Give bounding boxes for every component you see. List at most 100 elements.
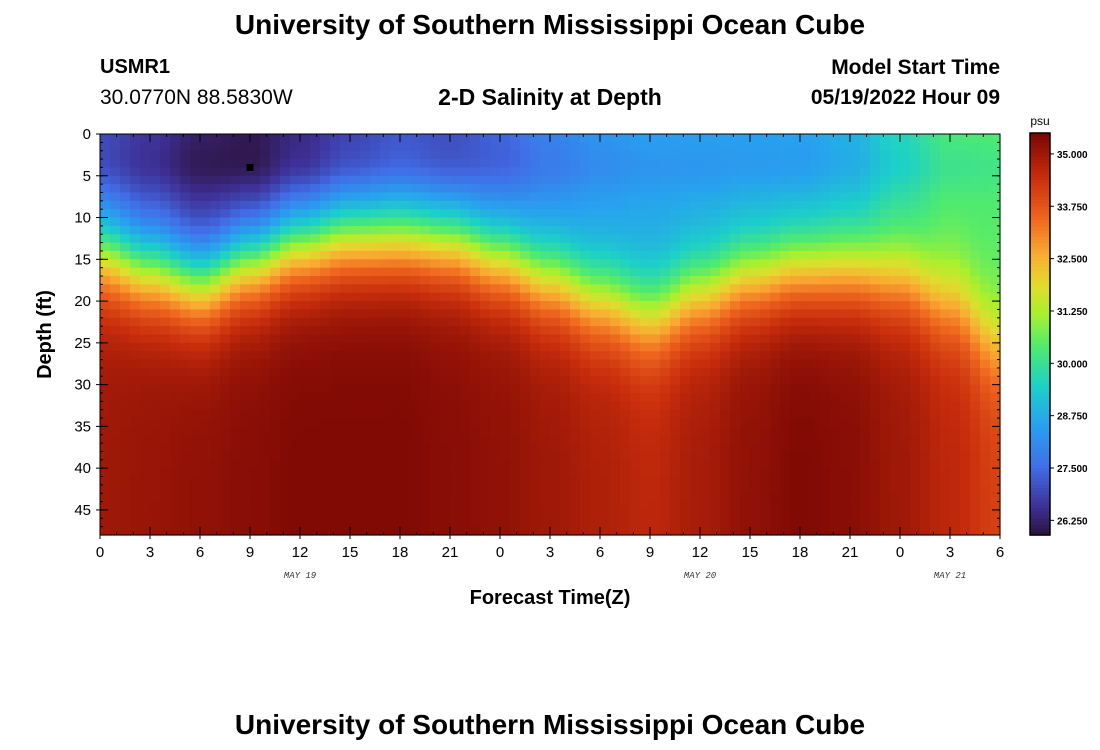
heatmap-cell <box>680 200 691 210</box>
heatmap-cell <box>360 501 371 511</box>
heatmap-cell <box>530 134 541 143</box>
heatmap-cell <box>650 167 661 177</box>
heatmap-cell <box>570 167 581 177</box>
heatmap-cell <box>840 184 851 194</box>
marker-point <box>246 163 254 171</box>
heatmap-cell <box>480 250 491 260</box>
heatmap-cell <box>350 309 361 319</box>
heatmap-cell <box>290 401 301 411</box>
heatmap-cell <box>170 292 181 302</box>
heatmap-cell <box>680 434 691 444</box>
heatmap-cell <box>180 334 191 344</box>
heatmap-cell <box>800 426 811 436</box>
heatmap-cell <box>220 418 231 427</box>
heatmap-cell <box>270 250 281 260</box>
heatmap-cell <box>560 451 571 461</box>
heatmap-cell <box>720 351 731 361</box>
heatmap-cell <box>970 376 981 386</box>
heatmap-cell <box>530 518 541 528</box>
heatmap-cell <box>440 518 451 528</box>
heatmap-cell <box>660 443 671 453</box>
heatmap-cell <box>810 242 821 252</box>
heatmap-cell <box>860 184 871 194</box>
heatmap-cell <box>390 501 401 511</box>
heatmap-cell <box>350 267 361 277</box>
heatmap-cell <box>730 409 741 419</box>
heatmap-cell <box>350 484 361 494</box>
heatmap-cell <box>680 150 691 160</box>
heatmap-cell <box>520 259 531 269</box>
heatmap-cell <box>710 401 721 411</box>
heatmap-cell <box>810 317 821 327</box>
heatmap-cell <box>830 167 841 177</box>
heatmap-cell <box>260 175 271 185</box>
heatmap-cell <box>420 217 431 227</box>
heatmap-cell <box>280 367 291 377</box>
heatmap-cell <box>880 292 891 302</box>
heatmap-cell <box>280 476 291 486</box>
heatmap-cell <box>150 234 161 244</box>
heatmap-cell <box>230 392 241 402</box>
heatmap-cell <box>920 401 931 411</box>
heatmap-cell <box>850 225 861 235</box>
heatmap-cell <box>950 292 961 302</box>
heatmap-cell <box>440 384 451 394</box>
heatmap-cell <box>220 392 231 402</box>
heatmap-cell <box>460 259 471 269</box>
heatmap-cell <box>990 367 1001 377</box>
heatmap-cell <box>360 401 371 411</box>
heatmap-cell <box>520 234 531 244</box>
heatmap-cell <box>120 267 131 277</box>
heatmap-cell <box>430 501 441 511</box>
y-tick-label: 0 <box>83 126 91 143</box>
heatmap-cell <box>170 225 181 235</box>
heatmap-cell <box>380 367 391 377</box>
heatmap-cell <box>720 518 731 528</box>
heatmap-cell <box>900 259 911 269</box>
heatmap-cell <box>320 476 331 486</box>
heatmap-cell <box>790 392 801 402</box>
heatmap-cell <box>760 476 771 486</box>
heatmap-cell <box>570 459 581 469</box>
heatmap-cell <box>170 150 181 160</box>
heatmap-cell <box>940 159 951 169</box>
heatmap-cell <box>410 459 421 469</box>
heatmap-cell <box>610 451 621 461</box>
heatmap-cell <box>790 359 801 369</box>
colorbar-segment <box>1030 297 1050 302</box>
heatmap-cell <box>470 259 481 269</box>
heatmap-cell <box>210 225 221 235</box>
heatmap-cell <box>450 225 461 235</box>
heatmap-cell <box>210 434 221 444</box>
colorbar-segment <box>1030 176 1050 181</box>
heatmap-cell <box>840 334 851 344</box>
heatmap-cell <box>480 309 491 319</box>
heatmap-cell <box>380 309 391 319</box>
heatmap-cell <box>130 225 141 235</box>
heatmap-cell <box>360 167 371 177</box>
heatmap-cell <box>810 384 821 394</box>
heatmap-cell <box>510 326 521 336</box>
heatmap-cell <box>720 484 731 494</box>
heatmap-cell <box>620 242 631 252</box>
heatmap-cell <box>190 476 201 486</box>
heatmap-cell <box>150 225 161 235</box>
heatmap-cell <box>100 317 111 327</box>
heatmap-cell <box>660 384 671 394</box>
heatmap-cell <box>860 484 871 494</box>
heatmap-cell <box>700 501 711 511</box>
heatmap-cell <box>240 292 251 302</box>
heatmap-cell <box>350 134 361 143</box>
heatmap-cell <box>910 200 921 210</box>
heatmap-cell <box>500 234 511 244</box>
heatmap-cell <box>250 484 261 494</box>
heatmap-cell <box>250 376 261 386</box>
heatmap-cell <box>610 317 621 327</box>
heatmap-cell <box>870 359 881 369</box>
heatmap-cell <box>590 409 601 419</box>
heatmap-cell <box>610 267 621 277</box>
heatmap-cell <box>130 526 141 536</box>
heatmap-cell <box>600 276 611 285</box>
heatmap-cell <box>890 276 901 285</box>
heatmap-cell <box>960 317 971 327</box>
